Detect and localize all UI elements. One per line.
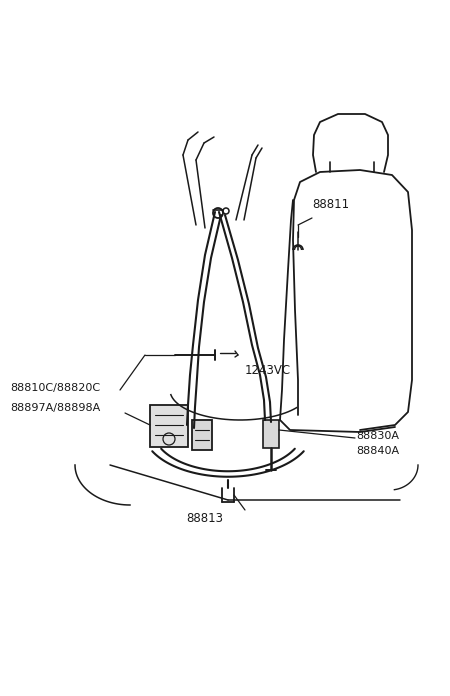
Text: 88840A: 88840A [356, 446, 399, 456]
Text: 88830A: 88830A [356, 431, 399, 441]
Text: 88811: 88811 [312, 198, 349, 212]
FancyBboxPatch shape [263, 420, 279, 448]
Text: 88813: 88813 [186, 512, 224, 525]
Text: 88897A/88898A: 88897A/88898A [10, 403, 100, 413]
Text: 1243VC: 1243VC [245, 363, 291, 377]
FancyBboxPatch shape [150, 405, 188, 447]
Text: 88810C/88820C: 88810C/88820C [10, 383, 100, 393]
FancyBboxPatch shape [192, 420, 212, 450]
